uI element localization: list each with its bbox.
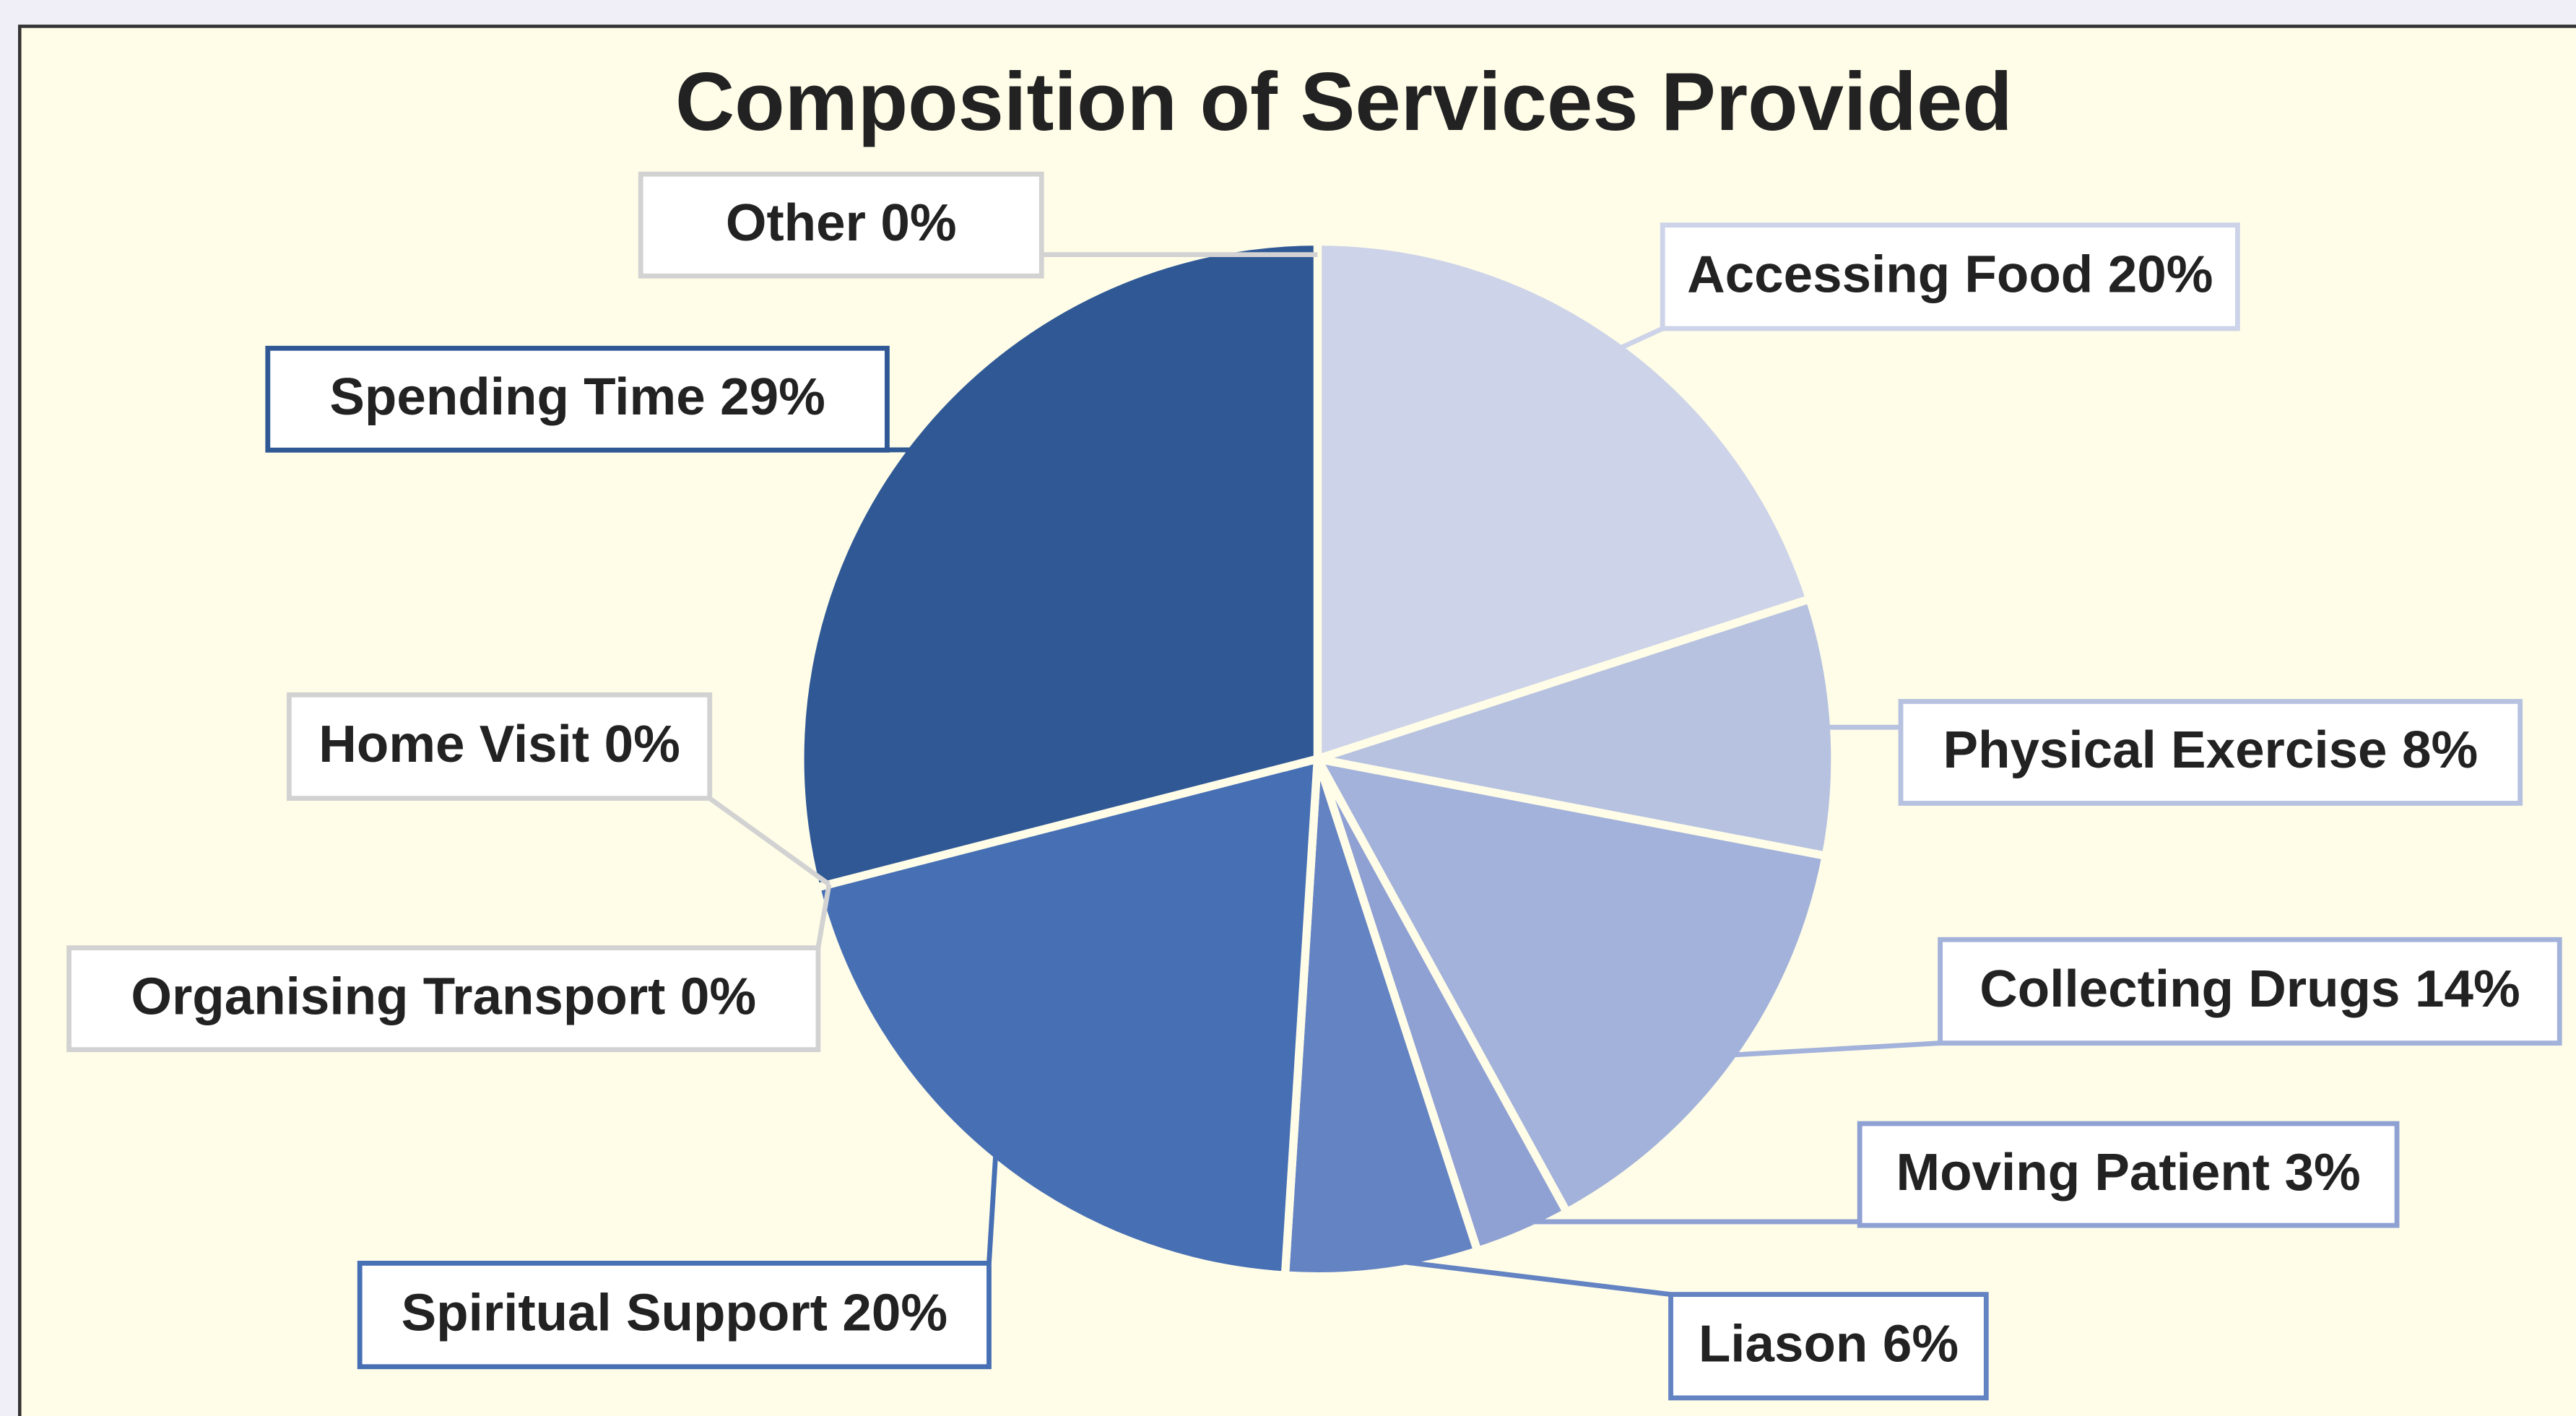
- category-name: Other: [726, 194, 866, 252]
- data-label: Moving Patient 3%: [1896, 1143, 2360, 1202]
- leader-line: [986, 1147, 999, 1264]
- label-box: [1938, 937, 2562, 1046]
- data-label: Spending Time 29%: [329, 368, 825, 426]
- label-box: [1898, 698, 2523, 806]
- label-box: [1857, 1121, 2400, 1228]
- category-name: Moving Patient: [1896, 1143, 2270, 1202]
- value-label: 14%: [2415, 960, 2520, 1018]
- category-name: Spending Time: [329, 368, 705, 426]
- pie-slice: [796, 237, 1322, 892]
- category-name: Liason: [1699, 1315, 1868, 1373]
- data-label: Collecting Drugs 14%: [1979, 960, 2520, 1018]
- value-label: 0%: [604, 715, 680, 773]
- value-label: 20%: [2108, 246, 2213, 304]
- label-box: [1660, 222, 2240, 331]
- value-label: 20%: [842, 1284, 947, 1342]
- label-box: [638, 171, 1044, 279]
- data-label: Spiritual Support 20%: [402, 1284, 947, 1342]
- category-name: Collecting Drugs: [1979, 960, 2400, 1018]
- value-label: 29%: [720, 368, 825, 426]
- data-label: Other 0%: [726, 194, 957, 252]
- pie-slice: [1280, 755, 1482, 1281]
- label-box: [357, 1260, 992, 1370]
- pie-slice: [1313, 237, 1814, 763]
- value-label: 3%: [2285, 1143, 2361, 1202]
- value-label: 6%: [1883, 1315, 1959, 1373]
- label-box: [286, 692, 713, 802]
- leader-line: [815, 884, 832, 949]
- data-label: Physical Exercise 8%: [1943, 721, 2478, 779]
- leader-line: [1380, 1256, 1671, 1298]
- value-label: 0%: [680, 968, 756, 1026]
- leader-line: [708, 796, 831, 887]
- data-label: Home Visit 0%: [318, 715, 680, 773]
- chart-title: Composition of Services Provided: [675, 56, 2013, 148]
- pie-slice: [1313, 755, 1831, 1217]
- category-name: Spiritual Support: [402, 1284, 828, 1342]
- value-label: 8%: [2402, 721, 2478, 779]
- label-box: [265, 345, 890, 453]
- label-box: [1668, 1292, 1989, 1401]
- category-name: Organising Transport: [131, 968, 665, 1026]
- category-name: Accessing Food: [1687, 246, 2093, 304]
- value-label: 0%: [880, 194, 956, 252]
- data-label: Liason 6%: [1699, 1315, 1959, 1373]
- label-box: [66, 945, 821, 1053]
- leader-line: [1725, 1041, 1940, 1058]
- data-label: Accessing Food 20%: [1687, 246, 2213, 304]
- category-name: Home Visit: [318, 715, 589, 773]
- category-name: Physical Exercise: [1943, 721, 2387, 779]
- pie-slice: [812, 755, 1322, 1280]
- data-label: Organising Transport 0%: [131, 968, 756, 1026]
- leader-line: [1613, 326, 1664, 354]
